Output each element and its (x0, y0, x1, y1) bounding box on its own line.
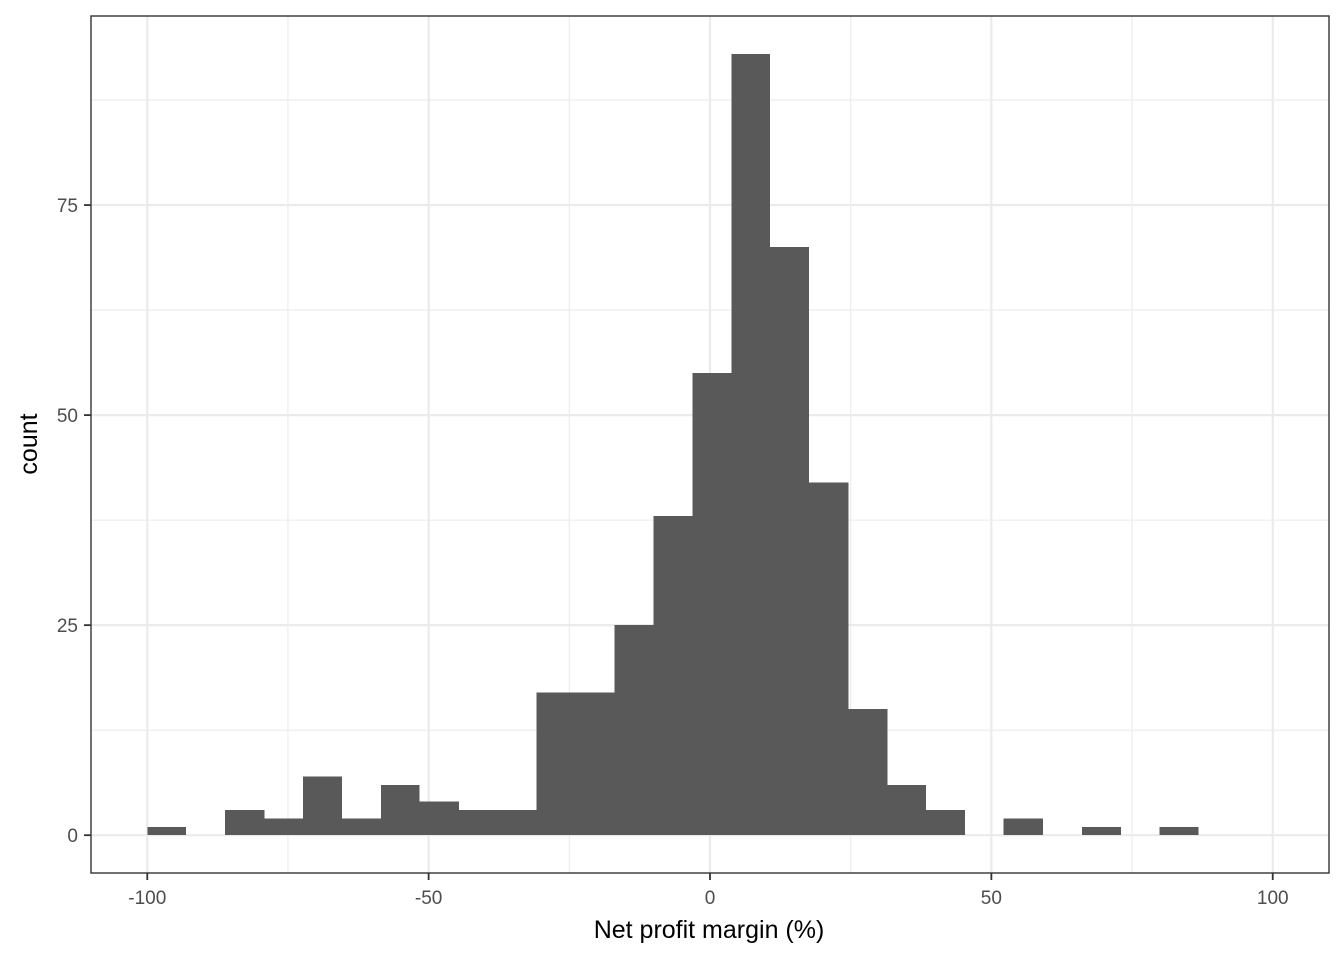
y-tick-label: 75 (57, 196, 78, 217)
histogram-bar (380, 784, 420, 836)
x-tick-label: -50 (415, 888, 442, 909)
histogram-bar (419, 801, 460, 836)
y-tick-label: 0 (67, 826, 78, 847)
histogram-bar (147, 826, 187, 836)
histogram-bar (1081, 826, 1121, 836)
x-tick-label: 100 (1257, 888, 1289, 909)
histogram-bar (770, 247, 810, 836)
y-tick-label: 50 (57, 406, 78, 427)
histogram-bar (459, 809, 498, 836)
histogram-bar (575, 692, 615, 836)
x-tick-label: -100 (128, 888, 166, 909)
histogram-bar (653, 515, 693, 836)
histogram-bars (147, 53, 1199, 836)
histogram-bar (926, 809, 965, 836)
x-axis-title: Net profit margin (%) (594, 916, 825, 944)
histogram-bar (731, 53, 771, 836)
histogram-bar (1159, 826, 1199, 836)
histogram-bar (536, 692, 576, 836)
histogram-bar (224, 809, 265, 836)
histogram-bar (497, 809, 537, 836)
histogram-bar (341, 818, 381, 836)
histogram-bar (692, 373, 732, 836)
y-axis-title: count (15, 413, 43, 474)
histogram-bar (614, 625, 654, 836)
x-tick-label: 0 (705, 888, 716, 909)
y-tick-label: 25 (57, 616, 78, 637)
axis-ticks (84, 204, 1274, 880)
x-tick-label: 50 (981, 888, 1002, 909)
histogram-bar (848, 709, 888, 836)
histogram-bar (809, 482, 849, 836)
histogram-bar (264, 818, 304, 836)
histogram-bar (887, 784, 927, 836)
tick-labels: -100 -50 0 50 100 0 25 50 75 (57, 196, 1289, 909)
histogram-bar (303, 776, 342, 836)
histogram-bar (1003, 818, 1044, 836)
